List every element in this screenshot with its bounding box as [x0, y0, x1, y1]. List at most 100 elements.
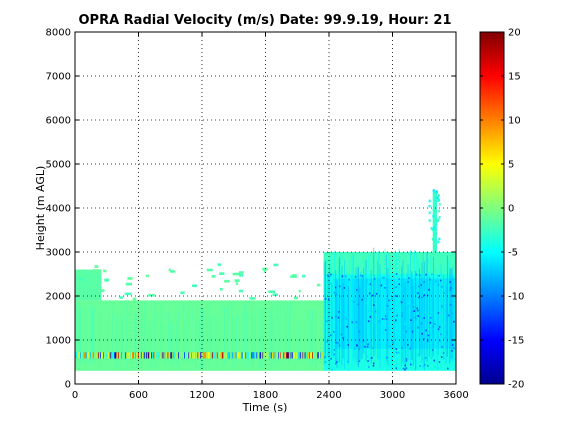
heatmap-speckle: [424, 287, 427, 290]
heatmap-speckle: [415, 317, 417, 320]
heatmap-streak: [446, 255, 448, 357]
heatmap-patch: [293, 296, 299, 300]
heatmap-speckle: [106, 352, 108, 359]
heatmap-streak: [413, 250, 415, 364]
heatmap-speckle: [337, 335, 340, 338]
heatmap-speckle: [280, 352, 283, 359]
heatmap-streak: [208, 302, 210, 371]
heatmap-speckle: [101, 352, 104, 359]
heatmap-speckle: [237, 352, 240, 359]
heatmap-speckle: [112, 352, 114, 359]
heatmap-speckle: [440, 356, 443, 358]
heatmap-speckle: [387, 305, 389, 308]
heatmap-speckle: [91, 352, 93, 359]
heatmap-speckle: [335, 306, 337, 309]
heatmap-patch: [438, 237, 441, 241]
heatmap-streak: [397, 278, 399, 354]
heatmap-speckle: [181, 352, 184, 359]
heatmap-streak: [90, 308, 92, 366]
heatmap-patch: [437, 198, 440, 202]
heatmap-streak: [305, 309, 307, 368]
heatmap-speckle: [166, 352, 168, 359]
heatmap-speckle: [118, 352, 121, 359]
heatmap-speckle: [150, 352, 152, 359]
heatmap-streak: [410, 250, 412, 366]
heatmap-speckle: [438, 325, 441, 328]
heatmap-speckle: [305, 352, 307, 359]
heatmap-speckle: [233, 352, 235, 359]
y-tick-label: 4000: [46, 204, 71, 215]
heatmap-speckle: [268, 352, 270, 359]
heatmap-speckle: [110, 352, 112, 359]
heatmap-speckle: [329, 351, 331, 353]
heatmap-speckle: [312, 352, 315, 359]
heatmap-streak: [254, 313, 256, 363]
heatmap-streak: [147, 319, 149, 365]
heatmap-speckle: [235, 352, 237, 359]
heatmap-streak: [416, 251, 418, 368]
heatmap-speckle: [380, 284, 383, 287]
heatmap-speckle: [451, 344, 454, 346]
heatmap-streak: [436, 274, 438, 370]
heatmap-streak: [398, 248, 400, 361]
heatmap-streak: [338, 257, 340, 363]
heatmap-speckle: [291, 352, 293, 359]
heatmap-speckle: [125, 352, 127, 359]
heatmap-streak: [370, 270, 372, 364]
heatmap-speckle: [297, 352, 299, 359]
heatmap-speckle: [405, 358, 408, 360]
heatmap-speckle: [217, 352, 219, 359]
heatmap-streak: [340, 252, 342, 364]
heatmap-speckle: [382, 331, 385, 334]
heatmap-speckle: [215, 352, 217, 359]
heatmap-speckle: [275, 352, 277, 359]
heatmap-speckle: [369, 341, 371, 343]
heatmap-streak: [337, 267, 339, 365]
heatmap-speckle: [255, 352, 258, 359]
heatmap-speckle: [211, 352, 213, 359]
heatmap-streak: [188, 302, 190, 361]
heatmap-speckle: [279, 352, 281, 359]
heatmap-patch: [263, 270, 266, 273]
heatmap-speckle: [231, 352, 233, 359]
x-tick-label: 1800: [253, 390, 278, 401]
heatmap-speckle: [288, 352, 290, 359]
heatmap-speckle: [206, 352, 209, 359]
heatmap-speckle: [316, 352, 318, 359]
heatmap-speckle: [152, 352, 154, 359]
heatmap-speckle: [257, 352, 259, 359]
heatmap-speckle: [252, 352, 254, 359]
heatmap-speckle: [347, 368, 350, 371]
heatmap-speckle: [441, 300, 444, 303]
heatmap-speckle: [395, 348, 397, 350]
heatmap-speckle: [196, 352, 198, 359]
heatmap-speckle: [310, 352, 312, 359]
heatmap-speckle: [321, 352, 324, 359]
heatmap-speckle: [106, 352, 109, 359]
heatmap-speckle: [373, 278, 376, 280]
heatmap-speckle: [272, 352, 274, 359]
heatmap-speckle: [353, 348, 356, 350]
grid-lines: [75, 32, 456, 384]
colorbar-tick-label: -5: [508, 248, 518, 259]
heatmap-speckle: [421, 332, 423, 335]
heatmap-speckle: [142, 352, 144, 359]
heatmap-speckle: [325, 320, 328, 323]
heatmap-speckle: [248, 352, 250, 359]
heatmap-speckle: [197, 352, 199, 359]
heatmap-streak: [230, 301, 232, 358]
heatmap-speckle: [192, 352, 194, 359]
heatmap-patch: [317, 283, 321, 287]
heatmap-speckle: [219, 352, 221, 359]
heatmap-patch: [127, 277, 133, 280]
heatmap-speckle: [147, 352, 150, 359]
heatmap-streak: [417, 258, 419, 355]
chart-title: OPRA Radial Velocity (m/s) Date: 99.9.19…: [78, 13, 451, 28]
heatmap-speckle: [413, 310, 416, 313]
heatmap-speckle: [442, 352, 445, 354]
heatmap-speckle: [369, 315, 372, 318]
heatmap-streak: [406, 272, 408, 363]
heatmap-speckle: [84, 352, 87, 359]
heatmap-speckle: [437, 328, 440, 331]
